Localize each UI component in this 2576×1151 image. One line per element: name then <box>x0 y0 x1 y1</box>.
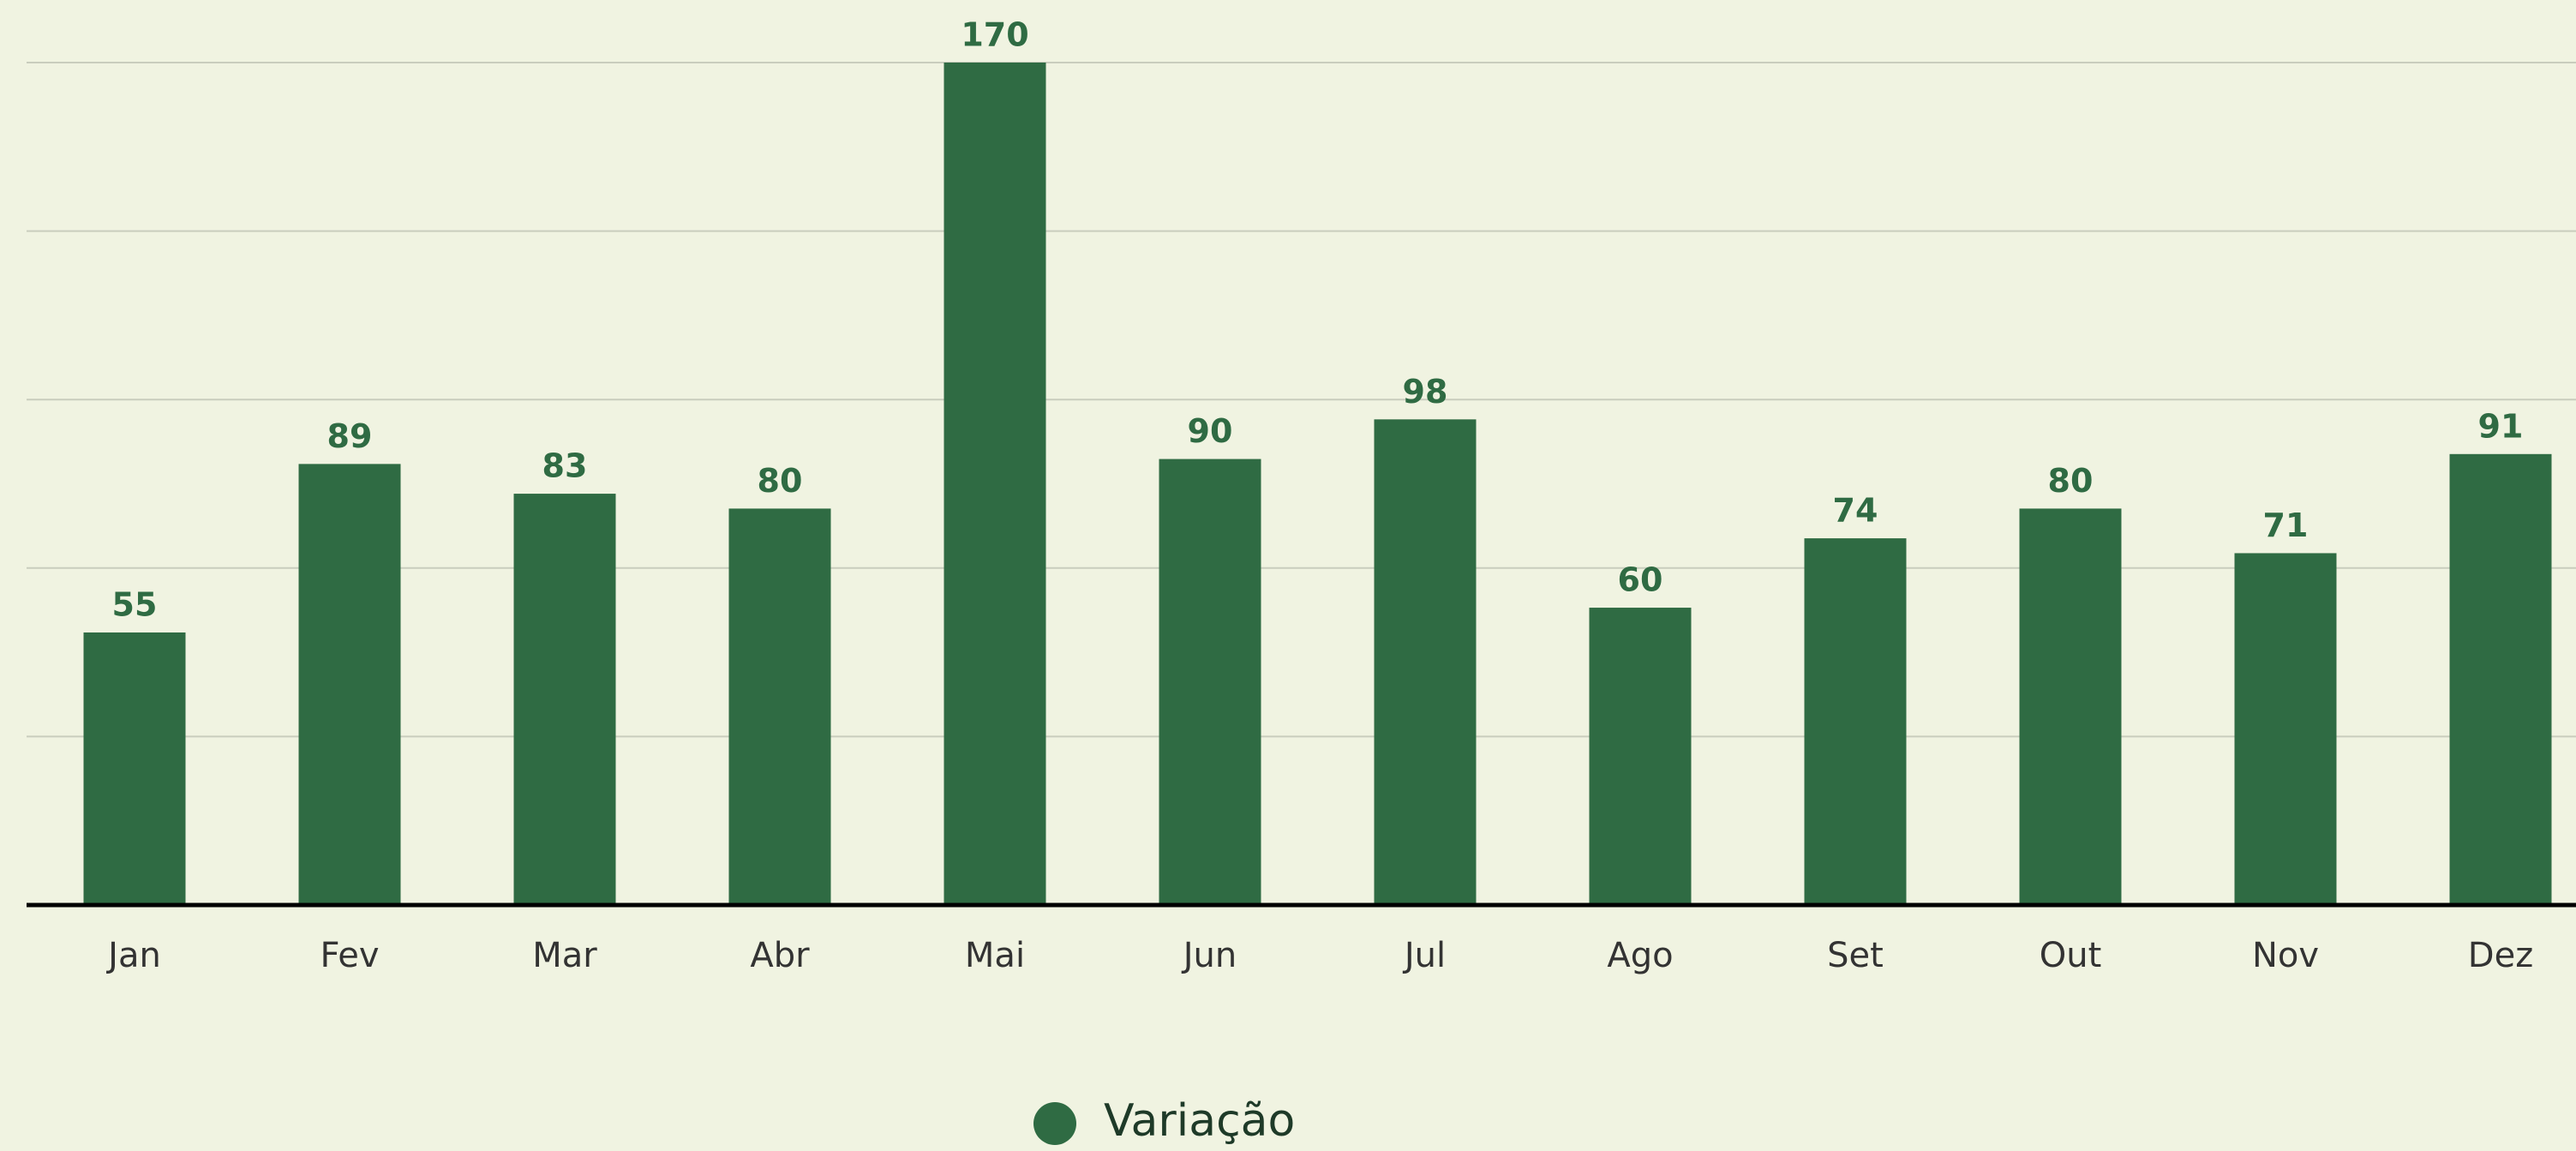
bar <box>1374 419 1477 905</box>
bar <box>1589 608 1692 905</box>
x-tick-label: Ago <box>1607 936 1673 975</box>
data-label: 60 <box>1618 561 1663 599</box>
bar <box>2234 553 2337 905</box>
bar <box>2449 453 2552 905</box>
data-label: 89 <box>327 417 373 455</box>
data-label: 170 <box>961 16 1028 54</box>
x-tick-label: Jul <box>1402 936 1446 975</box>
data-label: 83 <box>542 447 588 485</box>
bar <box>2019 508 2122 905</box>
x-tick-label: Set <box>1827 936 1884 975</box>
bar <box>513 494 616 905</box>
x-tick-label: Mar <box>532 936 597 975</box>
data-label: 71 <box>2263 507 2309 544</box>
x-tick-label: Mai <box>965 936 1025 975</box>
data-label: 98 <box>1403 373 1448 411</box>
x-tick-label: Out <box>2040 936 2102 975</box>
legend-swatch <box>1033 1102 1076 1145</box>
x-tick-label: Jun <box>1181 936 1237 975</box>
x-tick-label: Abr <box>750 936 810 975</box>
data-label: 80 <box>758 462 803 500</box>
bar <box>1159 459 1261 905</box>
data-label: 55 <box>112 585 158 623</box>
bar <box>728 508 831 905</box>
data-label: 80 <box>2048 462 2094 500</box>
data-label: 90 <box>1188 412 1233 450</box>
bar <box>1804 538 1907 905</box>
bar <box>83 632 186 905</box>
bar <box>944 63 1046 905</box>
x-tick-label: Fev <box>320 936 379 975</box>
x-tick-label: Nov <box>2252 936 2319 975</box>
x-tick-label: Dez <box>2468 936 2533 975</box>
data-label: 74 <box>1833 492 1878 530</box>
bar <box>298 464 401 905</box>
legend-label: Variação <box>1104 1095 1295 1147</box>
data-label: 91 <box>2478 407 2524 445</box>
x-tick-label: Jan <box>105 936 161 975</box>
